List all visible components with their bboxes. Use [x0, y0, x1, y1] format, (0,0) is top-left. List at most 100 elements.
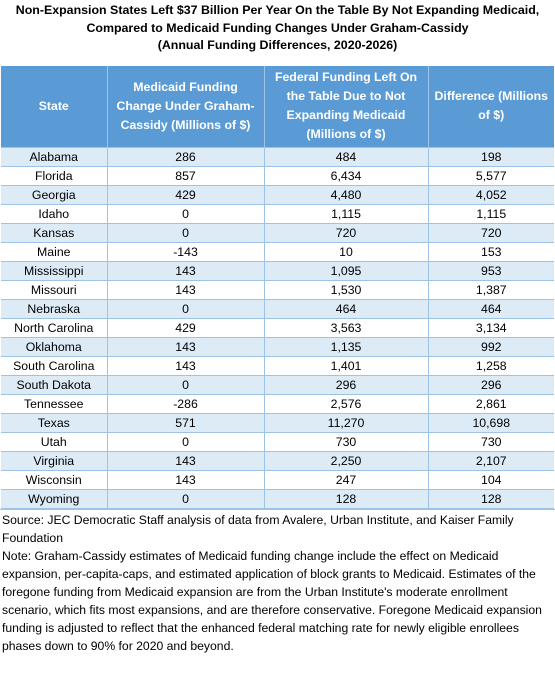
cell-left-on-table: 1,115	[264, 204, 429, 224]
table-row: South Carolina 143 1,401 1,258	[1, 356, 554, 376]
table-row: Utah 0 730 730	[1, 432, 554, 452]
cell-difference: 1,258	[428, 356, 554, 376]
cell-state: Alabama	[1, 147, 108, 167]
cell-graham-cassidy: 143	[107, 356, 265, 376]
cell-difference: 3,134	[428, 318, 554, 338]
title-line-1: Non-Expansion States Left $37 Billion Pe…	[15, 3, 540, 17]
cell-difference: 153	[428, 242, 554, 262]
table-row: Florida 857 6,434 5,577	[1, 166, 554, 186]
cell-state: Tennessee	[1, 394, 108, 414]
cell-state: Wisconsin	[1, 470, 108, 490]
cell-left-on-table: 11,270	[264, 413, 429, 433]
cell-difference: 2,861	[428, 394, 554, 414]
table-row: North Carolina 429 3,563 3,134	[1, 318, 554, 338]
cell-state: Texas	[1, 413, 108, 433]
cell-difference: 730	[428, 432, 554, 452]
cell-graham-cassidy: 429	[107, 185, 265, 205]
cell-state: Nebraska	[1, 299, 108, 319]
table-row: Idaho 0 1,115 1,115	[1, 204, 554, 224]
cell-difference: 2,107	[428, 451, 554, 471]
cell-left-on-table: 2,250	[264, 451, 429, 471]
notes: Source: JEC Democratic Staff analysis of…	[0, 508, 555, 656]
table-row: Virginia 143 2,250 2,107	[1, 451, 554, 471]
cell-left-on-table: 484	[264, 147, 429, 167]
cell-graham-cassidy: -143	[107, 242, 265, 262]
cell-left-on-table: 2,576	[264, 394, 429, 414]
header-graham-cassidy: Medicaid Funding Change Under Graham-Cas…	[107, 66, 265, 148]
table-row: Mississippi 143 1,095 953	[1, 261, 554, 281]
cell-state: Utah	[1, 432, 108, 452]
table-row: Missouri 143 1,530 1,387	[1, 280, 554, 300]
cell-graham-cassidy: -286	[107, 394, 265, 414]
cell-difference: 104	[428, 470, 554, 490]
cell-state: Georgia	[1, 185, 108, 205]
cell-graham-cassidy: 143	[107, 280, 265, 300]
cell-state: Kansas	[1, 223, 108, 243]
cell-left-on-table: 10	[264, 242, 429, 262]
table-row: Texas 571 11,270 10,698	[1, 413, 554, 433]
cell-left-on-table: 1,095	[264, 261, 429, 281]
table-row: Maine -143 10 153	[1, 242, 554, 262]
cell-state: South Dakota	[1, 375, 108, 395]
cell-left-on-table: 720	[264, 223, 429, 243]
cell-difference: 720	[428, 223, 554, 243]
table-body: Alabama 286 484 198 Florida 857 6,434 5,577 Geor…	[1, 147, 554, 509]
source-note: Source: JEC Democratic Staff analysis of…	[2, 512, 514, 545]
table-row: Alabama 286 484 198	[1, 147, 554, 167]
cell-left-on-table: 3,563	[264, 318, 429, 338]
table-row: Georgia 429 4,480 4,052	[1, 185, 554, 205]
cell-difference: 953	[428, 261, 554, 281]
cell-difference: 1,387	[428, 280, 554, 300]
cell-state: South Carolina	[1, 356, 108, 376]
cell-state: Mississippi	[1, 261, 108, 281]
cell-left-on-table: 1,135	[264, 337, 429, 357]
cell-left-on-table: 247	[264, 470, 429, 490]
cell-graham-cassidy: 0	[107, 299, 265, 319]
cell-left-on-table: 4,480	[264, 185, 429, 205]
funding-table: State Medicaid Funding Change Under Grah…	[1, 66, 554, 509]
cell-graham-cassidy: 0	[107, 223, 265, 243]
cell-left-on-table: 1,401	[264, 356, 429, 376]
cell-left-on-table: 464	[264, 299, 429, 319]
cell-difference: 1,115	[428, 204, 554, 224]
table-row: Tennessee -286 2,576 2,861	[1, 394, 554, 414]
table-row: Oklahoma 143 1,135 992	[1, 337, 554, 357]
method-note: Note: Graham-Cassidy estimates of Medica…	[2, 548, 542, 654]
cell-left-on-table: 6,434	[264, 166, 429, 186]
cell-state: Wyoming	[1, 489, 108, 509]
cell-graham-cassidy: 0	[107, 204, 265, 224]
cell-state: Oklahoma	[1, 337, 108, 357]
cell-difference: 5,577	[428, 166, 554, 186]
cell-graham-cassidy: 143	[107, 261, 265, 281]
table-row: Kansas 0 720 720	[1, 223, 554, 243]
cell-state: Maine	[1, 242, 108, 262]
cell-graham-cassidy: 429	[107, 318, 265, 338]
table-row: South Dakota 0 296 296	[1, 375, 554, 395]
cell-graham-cassidy: 0	[107, 489, 265, 509]
table-header: State Medicaid Funding Change Under Grah…	[1, 66, 554, 148]
cell-state: Idaho	[1, 204, 108, 224]
header-state: State	[1, 66, 108, 148]
table-row: Wyoming 0 128 128	[1, 489, 554, 509]
cell-graham-cassidy: 0	[107, 432, 265, 452]
header-difference: Difference (Millions of $)	[428, 66, 554, 148]
cell-graham-cassidy: 143	[107, 451, 265, 471]
cell-graham-cassidy: 0	[107, 375, 265, 395]
header-left-on-table: Federal Funding Left On the Table Due to…	[264, 66, 429, 148]
cell-left-on-table: 1,530	[264, 280, 429, 300]
cell-difference: 128	[428, 489, 554, 509]
cell-graham-cassidy: 857	[107, 166, 265, 186]
cell-graham-cassidy: 286	[107, 147, 265, 167]
cell-difference: 464	[428, 299, 554, 319]
cell-left-on-table: 128	[264, 489, 429, 509]
cell-left-on-table: 730	[264, 432, 429, 452]
cell-difference: 10,698	[428, 413, 554, 433]
cell-state: North Carolina	[1, 318, 108, 338]
cell-left-on-table: 296	[264, 375, 429, 395]
table-title: Non-Expansion States Left $37 Billion Pe…	[0, 0, 555, 66]
table-row: Nebraska 0 464 464	[1, 299, 554, 319]
cell-graham-cassidy: 143	[107, 470, 265, 490]
document: Non-Expansion States Left $37 Billion Pe…	[0, 0, 555, 656]
cell-state: Missouri	[1, 280, 108, 300]
title-line-2: Compared to Medicaid Funding Changes Und…	[86, 20, 469, 35]
